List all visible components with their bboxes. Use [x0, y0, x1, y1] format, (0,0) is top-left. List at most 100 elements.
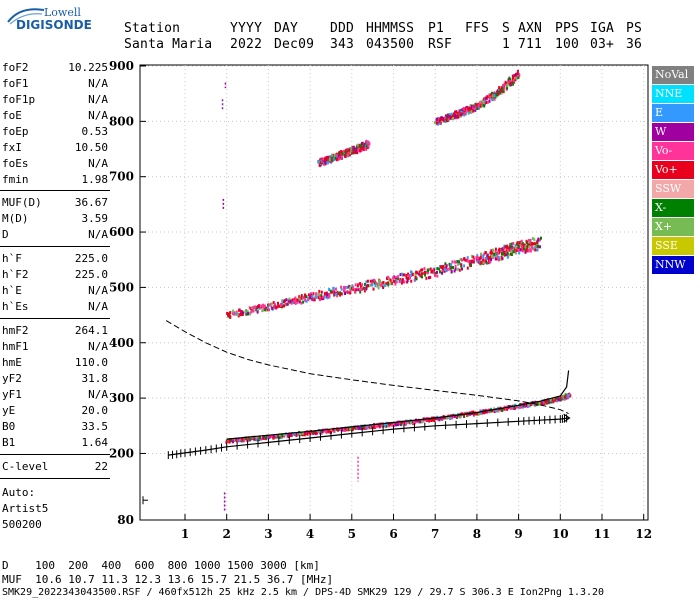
- plasma-frequency-profile: [165, 320, 569, 415]
- echo-mark: [285, 298, 288, 302]
- echo-mark: [512, 247, 515, 251]
- x-tick-label: 9: [514, 527, 522, 541]
- echo-mark: [457, 267, 460, 271]
- echo-mark: [331, 290, 334, 294]
- echo-mark: [344, 150, 347, 154]
- echo-mark: [318, 289, 321, 293]
- echo-mark: [436, 267, 439, 271]
- param-value: 36.67: [74, 196, 108, 209]
- echo-mark: [521, 242, 524, 246]
- echo-mark: [500, 248, 503, 252]
- echo-mark: [410, 279, 413, 283]
- echo-mark: [382, 286, 385, 289]
- echo-mark: [433, 121, 436, 125]
- echo-mark: [540, 402, 543, 406]
- echo-mark: [433, 273, 436, 277]
- echo-mark: [291, 298, 294, 302]
- echo-mark: [529, 241, 532, 245]
- echo-mark: [279, 303, 282, 307]
- echo-mark: [324, 160, 327, 163]
- param-row: B0 33.5: [2, 420, 108, 434]
- param-value: N/A: [88, 228, 108, 241]
- echo-mark: [457, 262, 460, 266]
- echo-mark: [320, 290, 323, 294]
- echo-mark: [480, 101, 483, 104]
- echo-mark: [454, 267, 457, 271]
- echo-mark: [537, 238, 540, 242]
- echo-mark: [324, 430, 327, 434]
- echo-mark: [471, 254, 474, 258]
- echo-mark: [523, 247, 526, 251]
- echo-mark: [277, 304, 280, 308]
- echo-mark: [456, 260, 459, 264]
- param-row: foEs N/A: [2, 157, 108, 171]
- echo-mark: [533, 238, 536, 242]
- echo-mark: [354, 283, 357, 287]
- echo-mark: [272, 436, 275, 440]
- echo-mark: [539, 238, 541, 242]
- echo-mark: [377, 283, 380, 286]
- param-row: foF2 10.225: [2, 61, 108, 75]
- echo-mark: [302, 431, 305, 435]
- echo-mark: [281, 299, 284, 303]
- echo-mark: [434, 272, 437, 275]
- echo-mark: [451, 260, 454, 264]
- echo-mark: [529, 239, 532, 242]
- hdr-p1-value: RSF: [428, 37, 453, 52]
- echo-mark: [251, 306, 254, 310]
- echo-mark: [489, 255, 492, 259]
- y-tick-label: 500: [109, 280, 134, 294]
- echo-mark: [335, 427, 338, 431]
- echo-mark: [524, 245, 527, 249]
- hdr-iga: IGA: [590, 21, 615, 36]
- echo-mark: [340, 150, 343, 154]
- echo-mark: [312, 292, 315, 296]
- echo-mark: [433, 268, 436, 272]
- echo-mark: [365, 286, 368, 290]
- param-name: hmF2: [2, 324, 29, 337]
- echo-mark: [482, 254, 485, 258]
- echo-mark: [326, 296, 329, 300]
- y-tick-label: 800: [109, 114, 134, 128]
- hdr-s-value: 1: [502, 37, 511, 52]
- echo-mark: [426, 271, 429, 275]
- echo-mark: [344, 286, 346, 290]
- echo-mark: [452, 117, 454, 121]
- echo-mark: [460, 263, 463, 267]
- echo-mark: [401, 272, 403, 276]
- echo-mark: [344, 427, 347, 430]
- echo-mark: [369, 424, 372, 428]
- echo-mark: [350, 286, 353, 290]
- param-value: N/A: [88, 109, 108, 122]
- param-value: N/A: [88, 340, 108, 353]
- echo-mark: [386, 277, 389, 280]
- echo-mark: [473, 105, 476, 109]
- x-tick-label: 5: [348, 527, 356, 541]
- echo-mark: [457, 115, 460, 119]
- echo-mark: [267, 306, 269, 310]
- echo-mark: [393, 280, 396, 283]
- echo-mark: [421, 275, 423, 279]
- echo-mark: [557, 397, 560, 401]
- echo-mark: [304, 293, 306, 297]
- echo-mark: [425, 276, 428, 280]
- echo-mark: [255, 308, 258, 312]
- echo-mark: [534, 248, 537, 252]
- echo-mark: [406, 279, 409, 283]
- echo-mark: [287, 299, 290, 303]
- x-tick-label: 2: [223, 527, 231, 541]
- echo-mark: [268, 303, 271, 307]
- echo-mark: [515, 76, 518, 80]
- echo-mark: [523, 403, 526, 407]
- echo-mark: [359, 282, 362, 286]
- echo-mark: [360, 427, 363, 430]
- echo-mark: [461, 108, 464, 112]
- hdr-iga-value: 03+: [590, 37, 615, 52]
- echo-mark: [506, 80, 509, 84]
- echo-mark: [470, 110, 473, 114]
- echo-mark: [268, 308, 271, 312]
- echo-mark: [366, 426, 369, 430]
- echo-mark: [491, 251, 494, 254]
- echo-mark: [486, 261, 488, 265]
